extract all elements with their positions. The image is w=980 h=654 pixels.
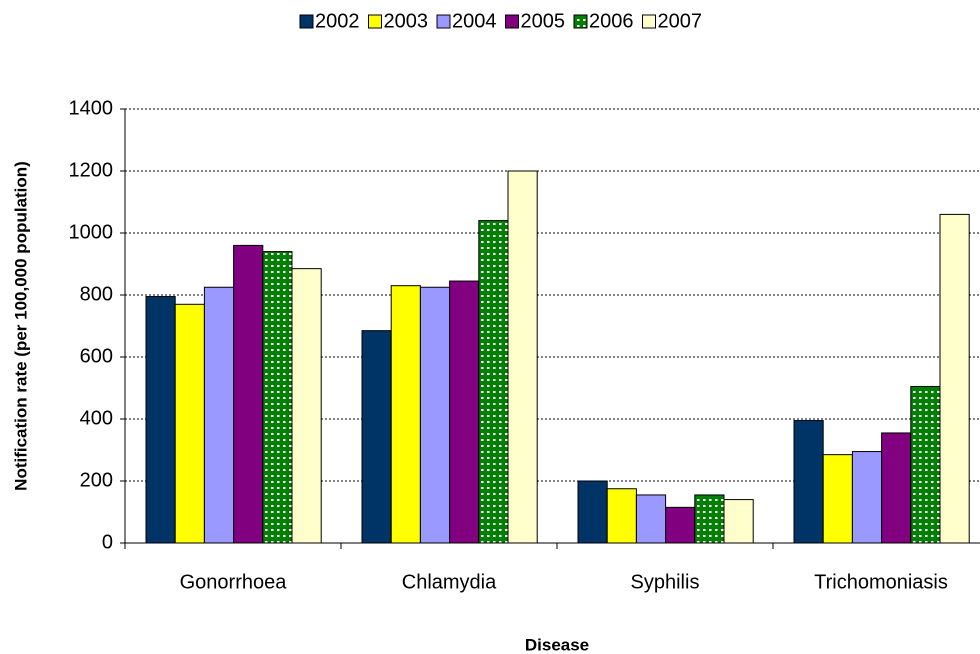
bar bbox=[881, 432, 912, 544]
bar bbox=[390, 285, 421, 544]
bar bbox=[449, 280, 480, 544]
bar bbox=[577, 480, 608, 544]
legend-label: 2002 bbox=[315, 10, 360, 32]
bar bbox=[419, 286, 451, 544]
bar bbox=[606, 488, 637, 544]
bar bbox=[910, 385, 941, 544]
x-tick-label: Gonorrhoea bbox=[180, 571, 288, 593]
y-tick-label: 1400 bbox=[69, 97, 114, 119]
legend-label: 2006 bbox=[589, 10, 634, 32]
bar bbox=[203, 286, 235, 544]
bar bbox=[507, 170, 538, 544]
y-tick-label: 400 bbox=[80, 407, 113, 429]
bar bbox=[723, 499, 754, 544]
y-tick-label: 1000 bbox=[69, 221, 114, 243]
bar bbox=[635, 494, 667, 544]
legend-label: 2003 bbox=[384, 10, 429, 32]
y-tick-label: 0 bbox=[102, 531, 113, 553]
x-tick-label: Trichomoniasis bbox=[814, 571, 948, 593]
bar bbox=[174, 303, 205, 544]
x-axis-label: Disease bbox=[525, 635, 589, 654]
bar bbox=[694, 494, 725, 544]
bar bbox=[793, 420, 824, 544]
bar bbox=[233, 244, 264, 544]
x-tick-label: Syphilis bbox=[631, 571, 700, 593]
y-tick-label: 1200 bbox=[69, 159, 114, 181]
bar bbox=[851, 451, 883, 544]
bar bbox=[291, 268, 322, 544]
bar bbox=[665, 506, 696, 544]
legend-swatch bbox=[642, 14, 656, 29]
legend-swatch bbox=[368, 14, 382, 29]
legend-swatch bbox=[436, 14, 451, 29]
legend-label: 2005 bbox=[521, 10, 566, 32]
bar bbox=[361, 330, 392, 544]
y-tick-label: 600 bbox=[80, 345, 113, 367]
x-tick-label: Chlamydia bbox=[402, 571, 497, 593]
y-axis-label: Notification rate (per 100,000 populatio… bbox=[11, 161, 30, 491]
bar bbox=[145, 296, 176, 544]
bar bbox=[939, 213, 970, 544]
legend-swatch bbox=[573, 14, 588, 29]
bar bbox=[822, 454, 853, 544]
legend-swatch bbox=[505, 14, 519, 29]
bar bbox=[262, 251, 293, 544]
y-tick-label: 200 bbox=[80, 469, 113, 491]
y-tick-label: 800 bbox=[80, 283, 113, 305]
bar bbox=[478, 220, 509, 544]
legend-label: 2004 bbox=[452, 10, 497, 32]
legend-label: 2007 bbox=[658, 10, 703, 32]
legend-swatch bbox=[299, 14, 314, 29]
